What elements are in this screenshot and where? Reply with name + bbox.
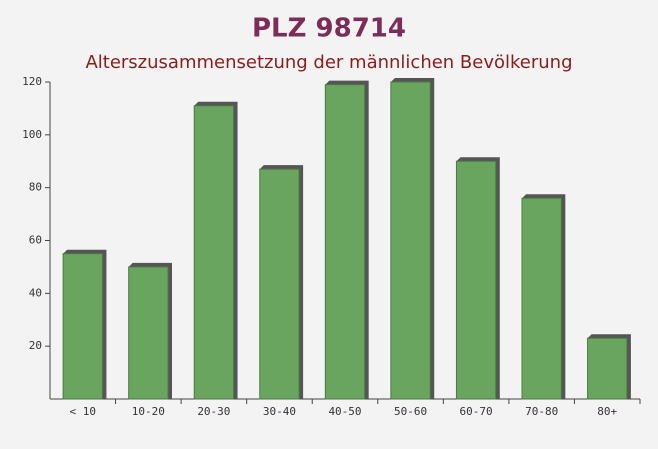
bar — [587, 337, 628, 400]
x-tick-label: 60-70 — [460, 405, 493, 418]
x-tick-label: < 10 — [70, 405, 97, 418]
chart-title: PLZ 98714 — [252, 14, 406, 44]
bar — [193, 105, 235, 400]
bar — [521, 197, 562, 400]
x-tick-label: 20-30 — [197, 405, 230, 418]
y-tick-label: 100 — [22, 128, 42, 141]
x-tick-label: 40-50 — [328, 405, 361, 418]
x-tick-label: 70-80 — [525, 405, 558, 418]
bar — [455, 160, 497, 400]
chart-subtitle: Alterszusammensetzung der männlichen Bev… — [85, 52, 572, 73]
y-tick-label: 120 — [22, 75, 42, 88]
x-tick-label: 80+ — [597, 405, 617, 418]
y-tick-label: 20 — [29, 339, 42, 352]
bar — [62, 253, 103, 400]
x-tick-label: 50-60 — [394, 405, 427, 418]
bar — [390, 81, 431, 400]
x-tick-label: 30-40 — [263, 405, 296, 418]
y-tick-label: 80 — [29, 181, 42, 194]
x-tick-label: 10-20 — [132, 405, 165, 418]
y-tick-label: 40 — [29, 286, 42, 299]
y-tick-label: 60 — [29, 234, 42, 247]
bar — [128, 266, 169, 400]
bar — [259, 168, 300, 400]
bar — [324, 84, 366, 400]
